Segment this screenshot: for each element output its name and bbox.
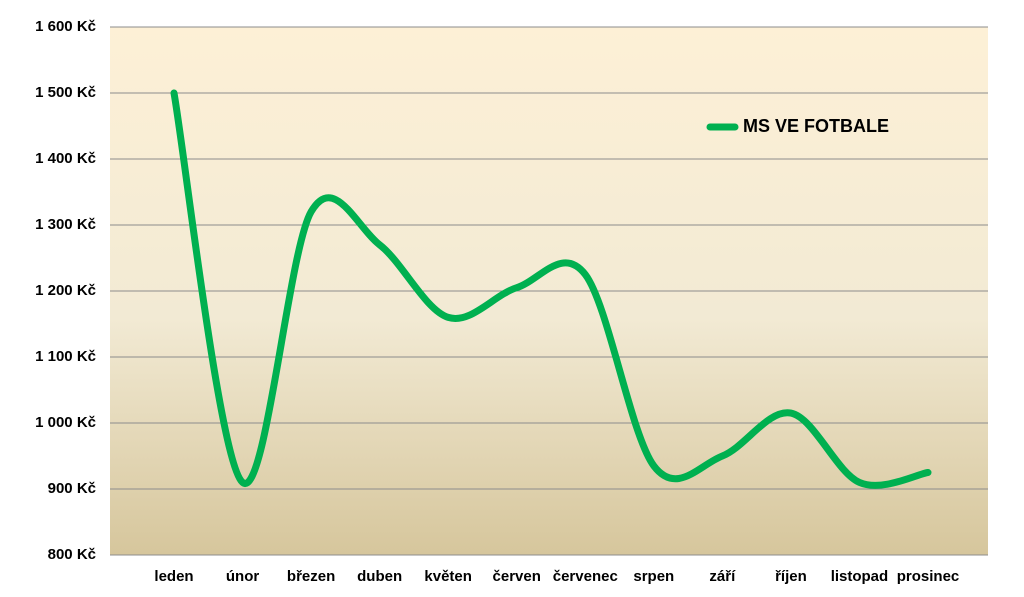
- x-tick-label: červen: [493, 568, 541, 585]
- x-tick-label: březen: [287, 568, 335, 585]
- legend-label: MS VE FOTBALE: [743, 116, 889, 136]
- y-tick-label: 900 Kč: [48, 480, 96, 497]
- line: [170, 89, 932, 489]
- y-tick-label: 1 000 Kč: [35, 414, 96, 431]
- x-tick-label: duben: [357, 568, 402, 585]
- x-tick-label: srpen: [633, 568, 674, 585]
- y-tick-label: 1 500 Kč: [35, 84, 96, 101]
- x-tick-label: červenec: [553, 568, 618, 585]
- x-tick-label: listopad: [831, 568, 889, 585]
- x-tick-label: únor: [226, 568, 259, 585]
- y-tick-label: 800 Kč: [48, 546, 96, 563]
- x-tick-label: květen: [424, 568, 472, 585]
- x-tick-label: prosinec: [897, 568, 960, 585]
- x-tick-label: září: [709, 568, 736, 585]
- x-tick-label: leden: [154, 568, 193, 585]
- y-tick-label: 1 100 Kč: [35, 348, 96, 365]
- y-tick-label: 1 300 Kč: [35, 216, 96, 233]
- y-tick-label: 1 200 Kč: [35, 282, 96, 299]
- x-tick-label: říjen: [775, 568, 807, 585]
- y-tick-label: 1 600 Kč: [35, 18, 96, 35]
- y-tick-label: 1 400 Kč: [35, 150, 96, 167]
